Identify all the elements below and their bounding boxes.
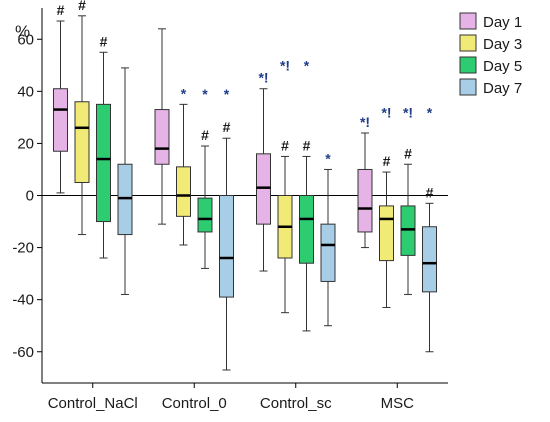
box-day-3 xyxy=(277,155,293,314)
box xyxy=(400,205,416,256)
significance-marker: *! xyxy=(280,58,290,74)
box xyxy=(176,166,191,217)
box-series xyxy=(53,15,437,371)
box-day-5 xyxy=(96,51,111,259)
significance-marker: # xyxy=(100,33,108,49)
box xyxy=(219,195,234,298)
box-day-1 xyxy=(154,28,170,225)
legend-swatch xyxy=(459,78,477,96)
x-category-label: Control_NaCl xyxy=(48,395,138,412)
y-tick-label: -40 xyxy=(12,292,34,309)
box xyxy=(154,109,170,165)
box-day-7 xyxy=(320,168,336,327)
box-day-5 xyxy=(299,155,314,332)
significance-marker: # xyxy=(78,0,86,13)
legend-label: Day 5 xyxy=(483,58,522,75)
significance-marker: * xyxy=(224,86,230,102)
y-tick-label: -20 xyxy=(12,240,34,257)
legend-label: Day 3 xyxy=(483,36,522,53)
x-category-label: MSC xyxy=(381,395,415,412)
box-day-1 xyxy=(256,88,271,272)
legend-swatch xyxy=(459,34,477,52)
box xyxy=(74,101,90,183)
box-day-7 xyxy=(117,67,133,295)
significance-marker: * xyxy=(427,104,433,120)
legend: Day 1 Day 3 Day 5 Day 7 xyxy=(459,12,522,97)
box xyxy=(256,153,271,225)
significance-marker: *! xyxy=(360,114,370,130)
significance-marker: *! xyxy=(403,104,413,120)
y-tick-label: 20 xyxy=(17,135,34,152)
x-category-label: Control_0 xyxy=(162,395,227,412)
significance-marker: # xyxy=(223,119,231,135)
box-day-3 xyxy=(176,103,191,246)
significance-marker: # xyxy=(426,184,434,200)
significance-marker: # xyxy=(281,137,289,153)
significance-marker: # xyxy=(404,145,412,161)
box-day-3 xyxy=(379,171,394,308)
significance-marker: # xyxy=(57,2,65,18)
significance-marker: # xyxy=(201,127,209,143)
box xyxy=(422,226,437,293)
legend-label: Day 1 xyxy=(483,14,522,31)
box xyxy=(53,88,68,152)
significance-marker: *! xyxy=(381,104,391,120)
box xyxy=(96,103,111,223)
legend-swatch xyxy=(459,56,477,74)
y-tick-label: 0 xyxy=(26,188,34,205)
significance-marker: # xyxy=(303,137,311,153)
y-axis-label: % xyxy=(15,22,30,41)
box-day-7 xyxy=(422,202,437,353)
box xyxy=(320,223,336,282)
box xyxy=(197,197,213,233)
significance-marker: * xyxy=(181,85,187,101)
box-day-1 xyxy=(357,132,373,249)
box-day-3 xyxy=(74,15,90,236)
box-day-1 xyxy=(53,20,68,194)
box xyxy=(379,205,394,262)
significance-marker: *! xyxy=(258,70,268,86)
significance-marker: * xyxy=(202,86,208,102)
box xyxy=(357,168,373,233)
significance-marker: * xyxy=(325,150,331,166)
y-tick-label: 40 xyxy=(17,83,34,100)
box xyxy=(299,195,314,264)
x-category-label: Control_sc xyxy=(260,395,332,412)
y-tick-label: -60 xyxy=(12,344,34,361)
legend-label: Day 7 xyxy=(483,80,522,97)
legend-swatch xyxy=(459,12,477,30)
significance-marker: * xyxy=(304,58,310,74)
box-day-5 xyxy=(400,163,416,295)
significance-markers: # *! *! # * # # # # # # # * # * * *! * *! *! * xyxy=(57,0,434,200)
significance-marker: # xyxy=(383,153,391,169)
box-day-7 xyxy=(219,137,234,371)
y-tick-label: 60 xyxy=(17,31,34,48)
box-day-5 xyxy=(197,145,213,269)
box xyxy=(117,163,133,236)
axes: -60 -40 -20 0 20 40 60 Control_NaCl Control_0 Con… xyxy=(12,8,448,412)
